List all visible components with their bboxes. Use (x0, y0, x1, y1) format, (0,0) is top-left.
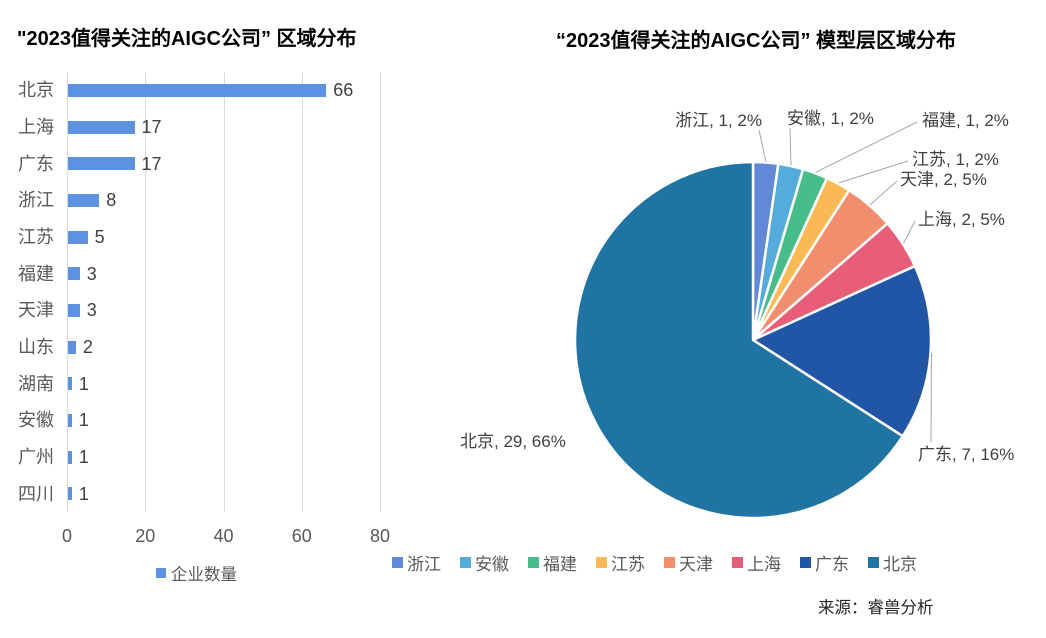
bar (68, 120, 135, 134)
pie-data-label: 安徽, 1, 2% (787, 109, 874, 128)
pie-data-label: 福建, 1, 2% (922, 111, 1009, 130)
gridline (380, 72, 381, 512)
x-axis-tick: 0 (61, 526, 72, 546)
pie-legend-item-安徽: 安徽 (460, 550, 509, 575)
leader-line (869, 180, 898, 206)
legend-swatch (528, 557, 539, 568)
pie-legend-item-上海: 上海 (732, 550, 781, 575)
category-label: 广东 (18, 153, 54, 174)
gridline (145, 72, 147, 512)
pie-data-label: 浙江, 1, 2% (675, 111, 762, 130)
pie-data-label: 北京, 29, 66% (460, 432, 566, 451)
pie-legend-item-北京: 北京 (868, 550, 917, 575)
category-label: 四川 (18, 483, 54, 504)
category-label: 湖南 (18, 373, 54, 394)
category-label: 浙江 (18, 190, 54, 211)
bar (68, 377, 72, 391)
legend-swatch (392, 557, 403, 568)
bar (68, 303, 80, 317)
legend-label: 江苏 (611, 555, 645, 574)
source-note: 来源：睿兽分析 (818, 599, 934, 617)
legend-swatch (732, 557, 743, 568)
x-axis-tick: 20 (135, 526, 156, 546)
pie-legend-item-广东: 广东 (800, 550, 849, 575)
bar-data-label: 3 (86, 300, 97, 321)
x-axis-tick: 80 (369, 526, 391, 546)
bar-value-axis: 0 20 40 60 80 (62, 526, 390, 548)
pie-slice-北京 (573, 160, 904, 520)
bar (68, 413, 72, 427)
legend-label: 福建 (543, 555, 577, 574)
gridline (223, 72, 225, 512)
leader-line (758, 129, 767, 162)
pie-chart-title: “2023值得关注的AIGC公司” 模型层区域分布 (556, 30, 957, 52)
bar-data-label: 1 (78, 483, 89, 504)
legend-label: 安徽 (475, 555, 509, 574)
legend-label: 北京 (883, 555, 917, 574)
pie-data-label: 天津, 2, 5% (900, 170, 987, 189)
bar-legend: 企业数量 (156, 561, 237, 585)
bar-data-label: 66 (333, 80, 354, 101)
category-label: 广州 (18, 447, 54, 467)
bar-data-label: 3 (86, 263, 97, 284)
legend-label: 天津 (679, 555, 713, 574)
bar-chart-title: "2023值得关注的AIGC公司” 区域分布 (17, 28, 357, 50)
x-axis-tick: 40 (213, 526, 234, 546)
legend-label: 浙江 (407, 555, 441, 574)
bar (68, 83, 327, 97)
x-axis-tick: 60 (291, 526, 312, 546)
legend-label: 广东 (815, 555, 849, 574)
pie-data-label: 上海, 2, 5% (918, 210, 1005, 229)
legend-swatch (460, 557, 471, 568)
leader-line (815, 121, 918, 173)
gridline (67, 72, 68, 512)
bar (68, 487, 72, 501)
leader-line (903, 220, 916, 244)
pie-chart: 浙江, 1, 2% 安徽, 1, 2% 福建, 1, 2% 江苏, 1, 2%天津, … (460, 109, 1014, 520)
leader-line (930, 352, 932, 443)
bar-legend-label: 企业数量 (171, 566, 237, 584)
category-label: 山东 (18, 337, 54, 357)
pie-slice-广东 (751, 264, 933, 438)
pie-legend-item-天津: 天津 (664, 550, 713, 575)
bar-category-axis: 北京上海广东浙江江苏福建天津山东湖南安徽广州四川 (0, 72, 56, 512)
leader-line (838, 160, 909, 184)
bar (68, 230, 88, 244)
pie-data-label: 广东, 7, 16% (918, 445, 1014, 464)
bar-data-label: 17 (141, 117, 162, 137)
bar (68, 193, 100, 207)
bar-data-label: 17 (141, 153, 162, 174)
category-label: 福建 (18, 263, 54, 284)
bar-data-label: 1 (78, 447, 89, 467)
bar-plot-area: 66 17 17 8 5 3 3 2 1 1 1 1 (67, 72, 381, 512)
category-label: 北京 (18, 80, 54, 101)
bar-data-label: 8 (106, 190, 117, 211)
legend-swatch (156, 568, 166, 578)
category-label: 天津 (18, 300, 54, 321)
legend-swatch (868, 557, 879, 568)
pie-legend: 浙江 安徽 福建 江苏 天津 上海 广东 北京 (392, 550, 917, 575)
legend-label: 上海 (747, 555, 781, 574)
category-label: 上海 (18, 117, 54, 137)
legend-swatch (596, 557, 607, 568)
bar-data-label: 5 (94, 227, 105, 247)
pie-data-label: 江苏, 1, 2% (912, 150, 999, 169)
category-label: 江苏 (18, 227, 54, 247)
bar-data-label: 1 (78, 410, 89, 431)
category-label: 安徽 (18, 410, 54, 431)
leader-line (789, 127, 792, 166)
bar-data-label: 2 (82, 337, 93, 357)
gridline (301, 72, 303, 512)
legend-swatch (664, 557, 675, 568)
pie-legend-item-浙江: 浙江 (392, 550, 441, 575)
pie-legend-item-江苏: 江苏 (596, 550, 645, 575)
pie-legend-item-福建: 福建 (528, 550, 577, 575)
bar-data-label: 1 (78, 373, 89, 394)
bar (68, 157, 135, 171)
legend-swatch (800, 557, 811, 568)
bar (68, 267, 80, 281)
bar (68, 340, 76, 354)
bar (68, 450, 72, 464)
